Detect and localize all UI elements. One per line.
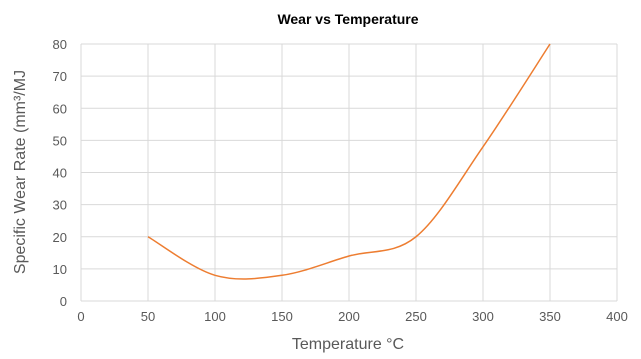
y-tick-label: 40 [53,166,67,181]
y-tick-label: 0 [60,294,67,309]
y-tick-label: 30 [53,198,67,213]
x-tick-label: 150 [271,309,293,324]
x-tick-label: 300 [472,309,494,324]
y-tick-label: 20 [53,230,67,245]
x-tick-labels: 0 50 100 150 200 250 300 350 400 [77,309,627,324]
y-tick-label: 60 [53,101,67,116]
x-tick-label: 100 [204,309,226,324]
chart-title: Wear vs Temperature [277,11,418,27]
gridlines [80,43,618,302]
y-tick-label: 80 [53,37,67,52]
x-tick-label: 400 [606,309,628,324]
series-layer [147,43,551,280]
x-tick-label: 250 [405,309,427,324]
y-tick-label: 50 [53,133,67,148]
y-tick-label: 70 [53,69,67,84]
x-tick-label: 0 [77,309,84,324]
x-tick-label: 50 [141,309,155,324]
y-tick-labels: 0 10 20 30 40 50 60 70 80 [53,37,67,309]
x-tick-label: 350 [539,309,561,324]
x-tick-label: 200 [338,309,360,324]
series-line [147,43,551,280]
y-axis-title: Specific Wear Rate (mm³/MJ [12,70,29,274]
y-tick-label: 10 [53,262,67,277]
x-axis-title: Temperature °C [292,336,404,353]
